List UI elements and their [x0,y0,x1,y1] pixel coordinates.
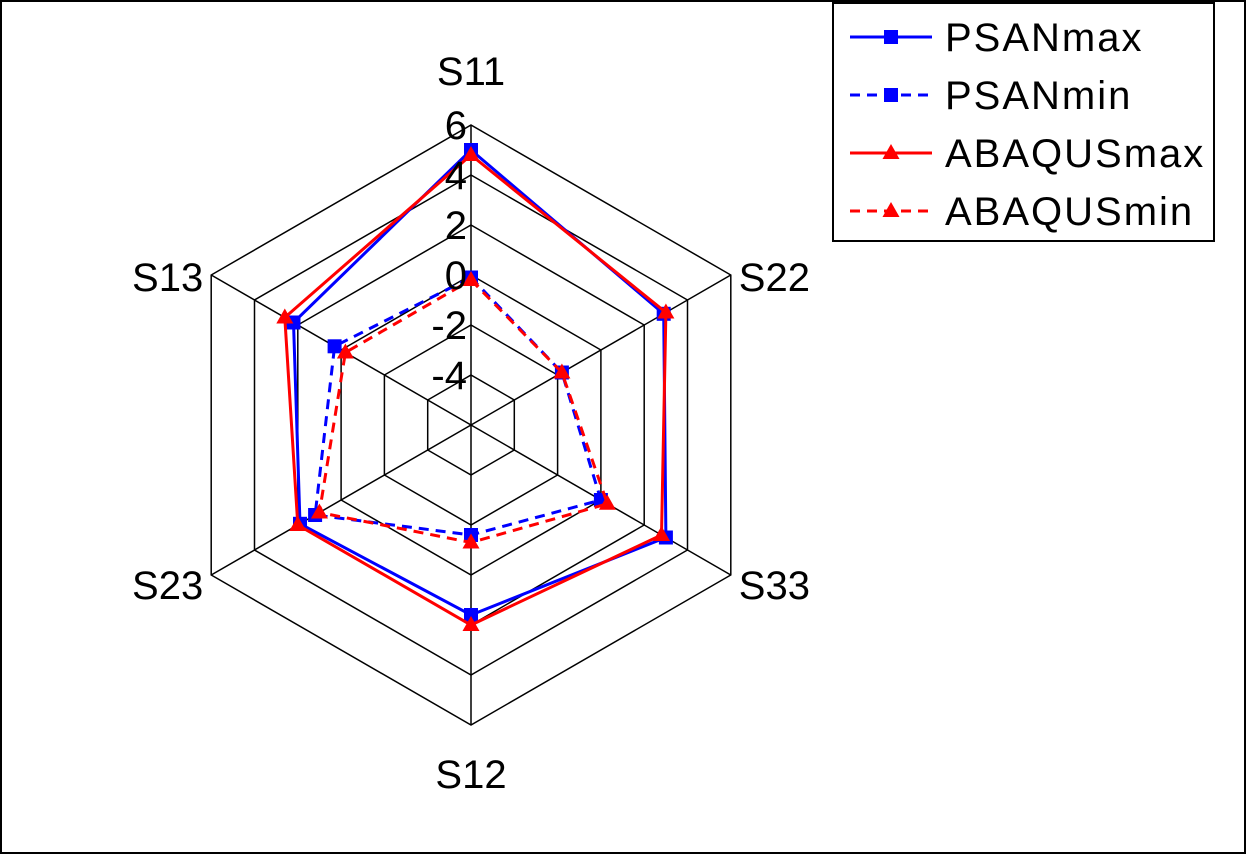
legend-marker-abaqusmax [882,144,900,159]
legend-label-abaqusmin: ABAQUSmin [945,190,1194,234]
point-abaqusmax-s11 [462,146,480,161]
series-abaqusmin [310,271,616,549]
axis-label-s23: S23 [132,564,203,608]
legend-label-psanmin: PSANmin [945,74,1132,118]
legend-label-abaqusmax: ABAQUSmax [945,132,1205,176]
axis-label-s12: S12 [435,753,506,797]
legend-marker-abaqusmin [882,202,900,217]
tick-label: 6 [445,104,467,148]
radar-series [276,143,675,631]
radar-tick-labels: -4 -2 0 2 4 6 [431,104,467,398]
point-abaqusmax-s12 [462,616,480,631]
axis-label-s11: S11 [437,50,505,94]
radar-axis-labels: S11 S22 S33 S12 S23 S13 [132,50,810,797]
legend-items: PSANmax PSANmin ABAQUSmax ABAQUSmin [850,16,1205,234]
point-abaqusmin-s11 [462,271,480,286]
legend: PSANmax PSANmin ABAQUSmax ABAQUSmin [832,2,1215,242]
tick-label: 2 [445,204,467,248]
axis-label-s33: S33 [739,564,810,608]
legend-item-psanmax: PSANmax [850,16,1144,60]
grid-spoke-s23 [210,424,472,576]
legend-marker-psanmin [884,88,898,102]
point-abaqusmin-s12 [462,533,480,549]
legend-marker-psanmax [884,30,898,44]
axis-label-s13: S13 [132,256,203,300]
point-psanmax-s12 [464,608,478,622]
point-psanmin-s13 [327,339,342,354]
tick-label: 0 [445,254,467,298]
point-abaqusmin-s23 [310,503,328,519]
point-abaqusmin-s22 [553,363,571,379]
legend-item-psanmin: PSANmin [850,74,1132,118]
point-abaqusmax-s13 [276,308,294,324]
grid-spoke-s22 [470,274,732,426]
legend-item-abaqusmax: ABAQUSmax [850,132,1205,176]
tick-label: -2 [431,304,467,348]
point-abaqusmin-s13 [336,343,354,359]
point-abaqusmax-s33 [653,526,670,541]
point-abaqusmax-s22 [657,303,675,319]
series-abaqusmax [276,146,675,631]
tick-label: 4 [445,154,467,198]
point-abaqusmax-s23 [289,516,307,531]
axis-label-s22: S22 [739,256,810,300]
point-abaqusmin-s33 [598,494,616,510]
legend-label-psanmax: PSANmax [945,16,1144,60]
tick-label: -4 [431,354,467,398]
legend-item-abaqusmin: ABAQUSmin [850,190,1194,234]
